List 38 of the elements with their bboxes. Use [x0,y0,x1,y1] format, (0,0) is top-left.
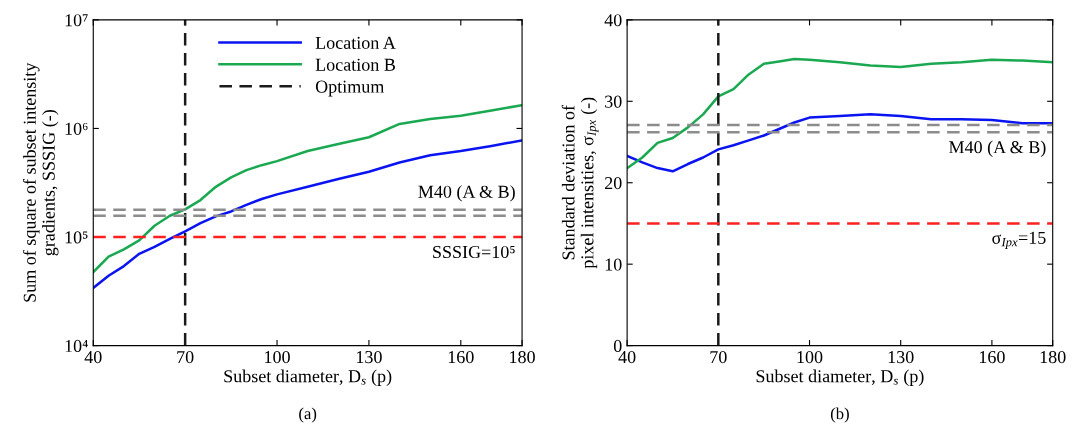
y-tick-label: 10⁶ [65,122,88,135]
ref-line-label: σ$_{Ipx}$=15 [992,231,1046,249]
legend-label: Optimum [315,80,385,97]
x-tick-label: 130 [888,350,914,364]
x-tick-label: 100 [265,350,290,364]
x-axis-title: Subset diameter, D$_{s}$ (p) [224,369,392,386]
y-tick-label: 10⁴ [65,339,88,353]
x-tick-label: 130 [356,350,382,364]
x-tick-label: 70 [710,350,727,364]
y-tick-label: 10 [605,258,622,271]
y-axis-title: Standard deviation of pixel intensities, σ$_{Ipx}$ (-) [561,97,599,269]
x-tick-label: 40 [84,350,102,364]
y-tick-label: 0 [613,339,622,353]
x-tick-label: 40 [618,350,636,364]
line-series [627,113,1053,173]
text: (b) [830,407,849,423]
y-tick-label: 40 [604,14,622,27]
y-tick-label: 10⁵ [65,231,88,244]
text: (a) [299,407,317,423]
annotation: SSSIG=10⁵ [433,245,515,259]
legend-label: Location B [315,58,395,71]
ref-line-label: M40 (A & B) [418,185,515,202]
x-tick-label: 180 [510,350,535,364]
y-tick-label: 30 [605,95,622,108]
y-tick-label: 10⁷ [65,14,88,27]
x-axis-title: Subset diameter, D$_{s}$ (p) [756,369,924,386]
line-series [93,139,523,290]
x-tick-label: 160 [979,350,1005,364]
y-tick-label: 20 [605,176,622,190]
legend-label: Location A [315,36,396,49]
line-series [627,57,1053,170]
x-tick-label: 180 [1040,350,1066,364]
y-axis-title: Sum of square of subset intensity gradients, SSSIG (-) [22,62,59,302]
x-tick-label: 100 [797,350,823,364]
line-series [93,103,523,274]
x-tick-label: 160 [448,350,474,364]
ref-line-label: M40 (A & B) [949,140,1046,157]
x-tick-label: 70 [177,350,194,364]
